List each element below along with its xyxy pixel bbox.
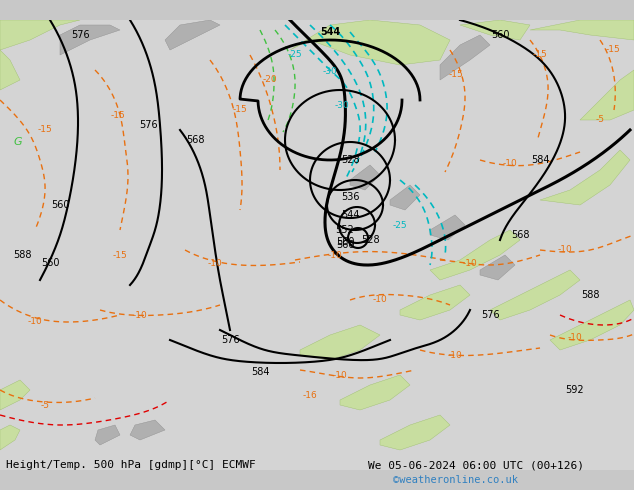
Text: 584: 584	[251, 367, 269, 377]
Text: -10: -10	[448, 350, 462, 360]
Text: -15: -15	[110, 111, 126, 120]
Text: 560: 560	[336, 237, 354, 247]
Polygon shape	[290, 20, 450, 65]
Text: 536: 536	[340, 192, 359, 202]
Text: 584: 584	[531, 155, 549, 165]
Text: -15: -15	[233, 105, 247, 115]
Text: 576: 576	[139, 120, 157, 130]
Text: 568: 568	[186, 135, 204, 145]
Text: -15: -15	[113, 250, 127, 260]
Text: -15: -15	[37, 125, 53, 134]
Text: 560: 560	[41, 258, 59, 268]
Text: G: G	[14, 137, 22, 147]
Polygon shape	[165, 20, 220, 50]
Polygon shape	[95, 425, 120, 445]
Polygon shape	[400, 285, 470, 320]
Polygon shape	[130, 420, 165, 440]
Text: -10: -10	[328, 250, 342, 260]
Text: -10: -10	[463, 259, 477, 268]
Text: 560: 560	[336, 240, 354, 250]
Text: 576: 576	[481, 310, 500, 320]
Polygon shape	[60, 25, 120, 55]
Text: -10: -10	[503, 158, 517, 168]
Polygon shape	[430, 230, 520, 280]
Polygon shape	[550, 300, 634, 350]
Polygon shape	[340, 375, 410, 410]
Polygon shape	[350, 165, 380, 190]
Text: -10: -10	[373, 295, 387, 304]
Polygon shape	[380, 415, 450, 450]
Text: 588: 588	[13, 250, 31, 260]
Text: -10: -10	[567, 334, 583, 343]
Text: -15: -15	[533, 50, 547, 59]
Polygon shape	[390, 185, 420, 210]
Text: -5: -5	[595, 116, 604, 124]
Text: -15: -15	[605, 46, 621, 54]
Text: -10: -10	[333, 370, 347, 379]
Polygon shape	[480, 255, 515, 280]
Text: 560: 560	[51, 200, 69, 210]
Text: -10: -10	[133, 311, 147, 319]
Polygon shape	[460, 20, 530, 40]
Polygon shape	[0, 20, 80, 50]
Polygon shape	[490, 270, 580, 320]
Polygon shape	[0, 380, 30, 410]
Text: 560: 560	[491, 30, 509, 40]
Polygon shape	[430, 215, 465, 240]
Text: 588: 588	[581, 290, 599, 300]
Text: 592: 592	[566, 385, 585, 395]
Text: 544: 544	[320, 27, 340, 37]
Text: -10: -10	[207, 259, 223, 268]
Text: -10: -10	[558, 245, 573, 254]
Text: 528: 528	[361, 235, 379, 245]
Polygon shape	[440, 35, 490, 80]
Text: -15: -15	[449, 71, 463, 79]
Polygon shape	[540, 150, 630, 205]
Text: ©weatheronline.co.uk: ©weatheronline.co.uk	[393, 475, 518, 485]
Text: 568: 568	[511, 230, 529, 240]
Text: Height/Temp. 500 hPa [gdmp][°C] ECMWF: Height/Temp. 500 hPa [gdmp][°C] ECMWF	[6, 461, 256, 470]
Text: -10: -10	[28, 318, 42, 326]
Text: -25: -25	[288, 50, 302, 59]
Polygon shape	[530, 20, 634, 40]
Text: 544: 544	[340, 210, 359, 220]
Polygon shape	[0, 50, 20, 90]
Text: -5: -5	[41, 400, 49, 410]
Text: 552: 552	[335, 225, 354, 235]
Polygon shape	[580, 70, 634, 120]
Text: We 05-06-2024 06:00 UTC (00+126): We 05-06-2024 06:00 UTC (00+126)	[368, 461, 584, 470]
Text: -30: -30	[335, 100, 349, 109]
Text: 576: 576	[70, 30, 89, 40]
Text: -16: -16	[302, 391, 318, 399]
Text: 528: 528	[340, 155, 359, 165]
Text: -20: -20	[262, 75, 277, 84]
Polygon shape	[0, 425, 20, 450]
Text: 576: 576	[221, 335, 239, 345]
Text: -30: -30	[323, 68, 337, 76]
Text: -25: -25	[392, 220, 407, 229]
Polygon shape	[300, 325, 380, 360]
